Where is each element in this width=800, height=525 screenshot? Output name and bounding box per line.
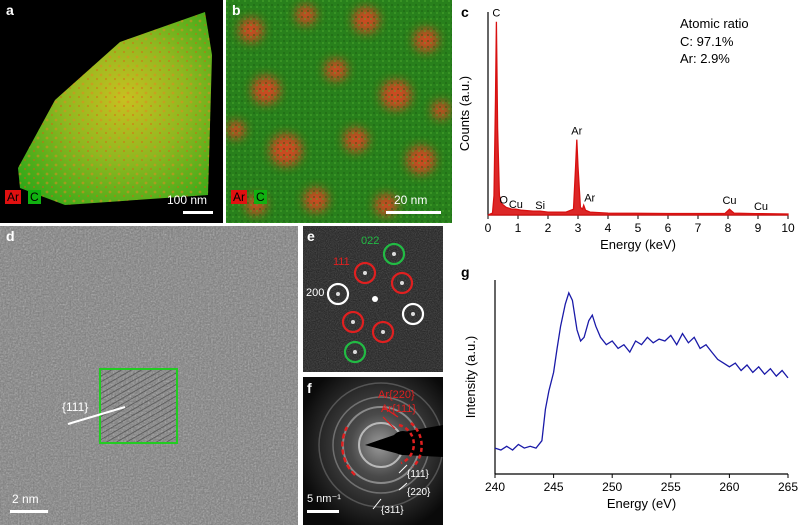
series-line [487,21,789,216]
panel-d-hrtem: d {111} 2 nm [0,226,298,525]
panel-e-fft: e 022 111 200 [303,226,443,372]
eels-chart: 240 245 250 255 260 265 Energy (eV) Intensity (… [463,280,798,511]
spot-200 [401,302,425,326]
legend-ar: Ar [231,190,247,204]
peak-label: C [492,8,500,20]
panel-label-e: e [307,228,315,244]
panel-label-b: b [232,2,241,18]
annotation-title: Atomic ratio [680,16,749,31]
ring-label-ar111: Ar{111} [381,403,417,415]
spot-111 [353,261,377,285]
panel-label-c: c [461,4,469,20]
scale-bar-d [10,510,48,513]
flake-map [18,12,212,205]
spot-label-111: 111 [333,256,350,268]
peak-label: Si [535,200,545,212]
x-tick-label: 5 [635,221,642,235]
peak-label: Cu [509,199,523,211]
annotation-line: C: 97.1% [680,34,734,49]
fft-pattern [303,226,443,372]
legend-ar: Ar [5,190,21,204]
panel-label-f: f [307,380,312,396]
peak-label: O [499,194,508,206]
spot-label-200: 200 [306,287,325,299]
x-tick-label: 260 [719,480,739,494]
ar-distribution-map [226,0,452,223]
lattice-region-box [99,368,178,444]
spot-022-bottom [343,340,367,364]
y-axis-label: Intensity (a.u.) [463,336,478,418]
ring-label-111: {111} [407,469,429,480]
hrtem-image [0,226,298,525]
spot-200 [326,282,350,306]
saed-pattern [303,377,443,525]
scale-label-f: 5 nm⁻¹ [307,493,341,505]
x-tick-label: 3 [575,221,582,235]
x-tick-label: 250 [602,480,622,494]
spot-022-top [382,242,406,266]
x-tick-label: 245 [544,480,564,494]
peak-label: Ar [571,126,582,138]
peak-label: Cu [754,201,768,213]
panel-label-a: a [6,2,14,18]
ring-label-ar220: Ar{220} [378,389,415,401]
panel-label-d: d [6,228,15,244]
panel-f-saed: f Ar{220} Ar{111} {111} {220} {311} 5 nm… [303,377,443,525]
plane-marker-line [67,406,126,425]
series-line [494,291,789,451]
scale-bar-f [307,510,339,513]
x-tick-label: 1 [515,221,522,235]
x-tick-label: 2 [545,221,552,235]
x-tick-label: 7 [695,221,702,235]
panel-a-eds-map: a Ar C 100 nm [0,0,223,223]
x-tick-label: 10 [781,221,795,235]
ring-label-311: {311} [381,505,404,516]
x-tick-label: 6 [665,221,672,235]
spot-111 [371,320,395,344]
legend-c: C [28,190,41,204]
peak-label: Cu [722,195,736,207]
x-tick-label: 255 [661,480,681,494]
panel-label-g: g [461,264,470,280]
x-axis-label: Energy (eV) [607,496,676,511]
plane-label: {111} [62,400,89,414]
panel-b-eds-map: b Ar C 20 nm [226,0,452,223]
x-tick-label: 8 [725,221,732,235]
x-tick-label: 240 [485,480,505,494]
y-axis-label: Counts (a.u.) [457,76,472,151]
peak-label: Ar [584,192,595,204]
x-axis-label: Energy (keV) [600,237,676,252]
x-tick-label: 265 [778,480,798,494]
scale-bar-a [183,211,213,214]
spot-111 [390,271,414,295]
spot-111 [341,310,365,334]
scale-label-d: 2 nm [12,492,39,506]
scale-bar-b [386,211,441,214]
spot-label-022: 022 [361,235,380,247]
x-tick-label: 0 [485,221,492,235]
panel-c-eds-spectrum: c 0 1 2 3 4 5 6 7 8 9 10 Energy (keV) Counts (a.u.) C… [455,0,800,262]
x-tick-label: 9 [755,221,762,235]
panel-g-eels-spectrum: g 240 245 250 255 260 265 Energy (eV) Intensity… [455,262,800,525]
scale-label-a: 100 nm [167,193,208,207]
scale-label-b: 20 nm [394,193,428,207]
legend-c: C [254,190,267,204]
annotation-line: Ar: 2.9% [680,51,730,66]
x-tick-label: 4 [605,221,612,235]
ring-label-220: {220} [407,487,431,498]
